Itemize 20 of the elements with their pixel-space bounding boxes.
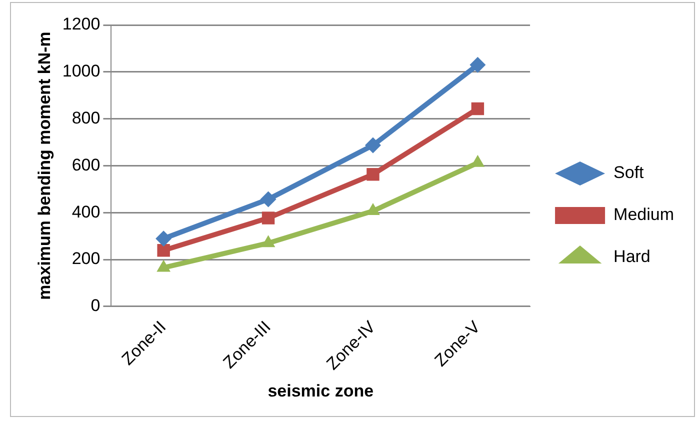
point xyxy=(260,191,276,208)
y-tick-label: 0 xyxy=(90,296,100,316)
y-tick-label: 1200 xyxy=(62,14,100,34)
point xyxy=(156,230,172,247)
legend-label: Soft xyxy=(614,163,644,182)
point xyxy=(157,244,170,257)
y-tick-label: 600 xyxy=(72,155,100,174)
y-tick-label: 800 xyxy=(72,108,100,128)
point xyxy=(364,137,381,154)
x-axis-title: seismic zone xyxy=(268,381,374,400)
point xyxy=(470,56,486,73)
y-tick-label: 400 xyxy=(72,202,100,222)
y-tick-label: 1000 xyxy=(62,62,100,81)
y-tick-label: 200 xyxy=(72,249,100,268)
point xyxy=(262,212,275,224)
legend-label: Hard xyxy=(614,247,650,266)
point xyxy=(366,168,380,181)
legend-label: Medium xyxy=(614,205,674,224)
point xyxy=(471,102,484,116)
y-axis-title: maximum bending moment kN-m xyxy=(34,32,54,300)
